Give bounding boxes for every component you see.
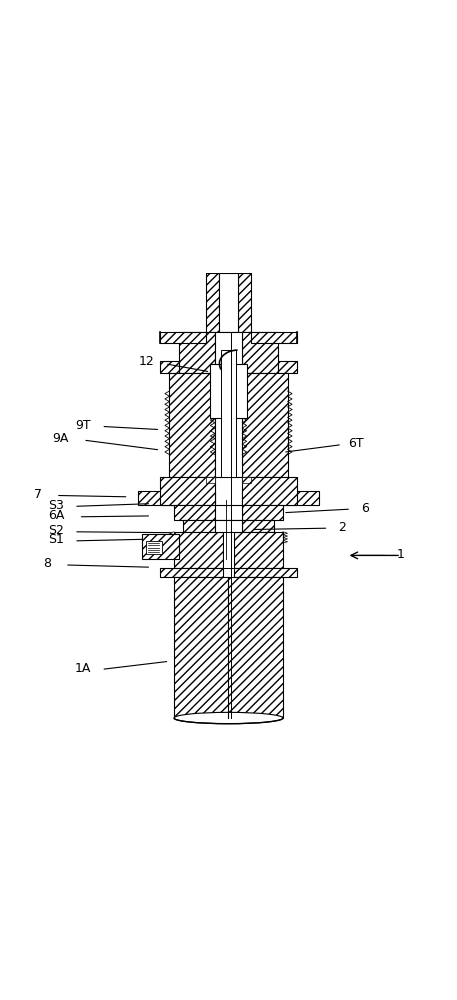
Bar: [242, 520, 274, 532]
Bar: [242, 477, 251, 483]
Bar: [215, 520, 242, 532]
Text: S3: S3: [48, 499, 64, 512]
Text: 7: 7: [34, 488, 42, 501]
Bar: [238, 273, 251, 332]
Text: 9A: 9A: [52, 432, 69, 445]
Bar: [174, 577, 283, 718]
Bar: [183, 520, 215, 532]
Bar: [242, 477, 297, 505]
Bar: [160, 568, 223, 577]
Bar: [179, 332, 215, 373]
Bar: [215, 332, 242, 373]
Bar: [215, 505, 242, 520]
Bar: [174, 532, 223, 568]
Bar: [234, 568, 297, 577]
Bar: [206, 477, 215, 483]
Text: S2: S2: [48, 524, 64, 537]
Bar: [146, 541, 162, 554]
Bar: [215, 373, 242, 477]
Text: 1: 1: [397, 548, 405, 561]
Ellipse shape: [174, 712, 283, 724]
Bar: [210, 364, 247, 418]
Bar: [242, 505, 283, 520]
Bar: [242, 373, 287, 477]
Bar: [242, 332, 278, 373]
Bar: [221, 350, 236, 477]
Text: 2: 2: [338, 521, 346, 534]
Bar: [223, 532, 234, 568]
Bar: [234, 532, 283, 568]
Text: 6: 6: [361, 502, 369, 515]
Text: 6A: 6A: [48, 509, 64, 522]
Text: S1: S1: [48, 533, 64, 546]
Bar: [219, 273, 238, 332]
Bar: [174, 505, 215, 520]
Bar: [160, 477, 215, 505]
Bar: [170, 373, 215, 477]
Bar: [160, 361, 179, 373]
Bar: [251, 332, 297, 343]
Text: 9T: 9T: [75, 419, 91, 432]
Bar: [138, 491, 215, 505]
Text: 1A: 1A: [75, 662, 91, 675]
Text: 12: 12: [139, 355, 154, 368]
Bar: [206, 273, 219, 332]
Text: 8: 8: [43, 557, 51, 570]
Bar: [160, 332, 206, 343]
Text: 6T: 6T: [348, 437, 363, 450]
Bar: [278, 361, 297, 373]
Bar: [142, 534, 179, 559]
Bar: [242, 491, 319, 505]
